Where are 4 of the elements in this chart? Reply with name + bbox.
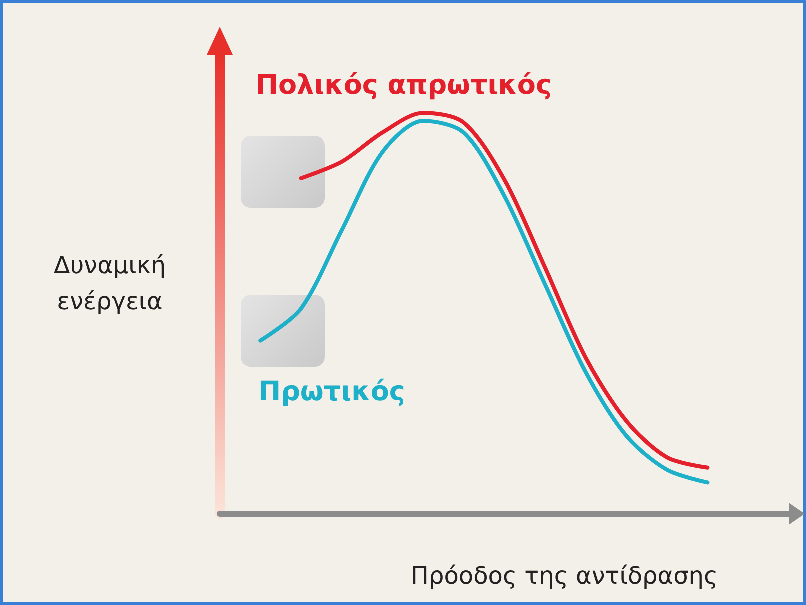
series-label: Πολικός απρωτικός	[256, 70, 552, 102]
series-label: Πρωτικός	[258, 376, 406, 408]
x-axis-title: Πρόοδος της αντίδρασης	[410, 562, 718, 590]
y-axis-title: Δυναμική ενέργεια	[54, 252, 166, 316]
